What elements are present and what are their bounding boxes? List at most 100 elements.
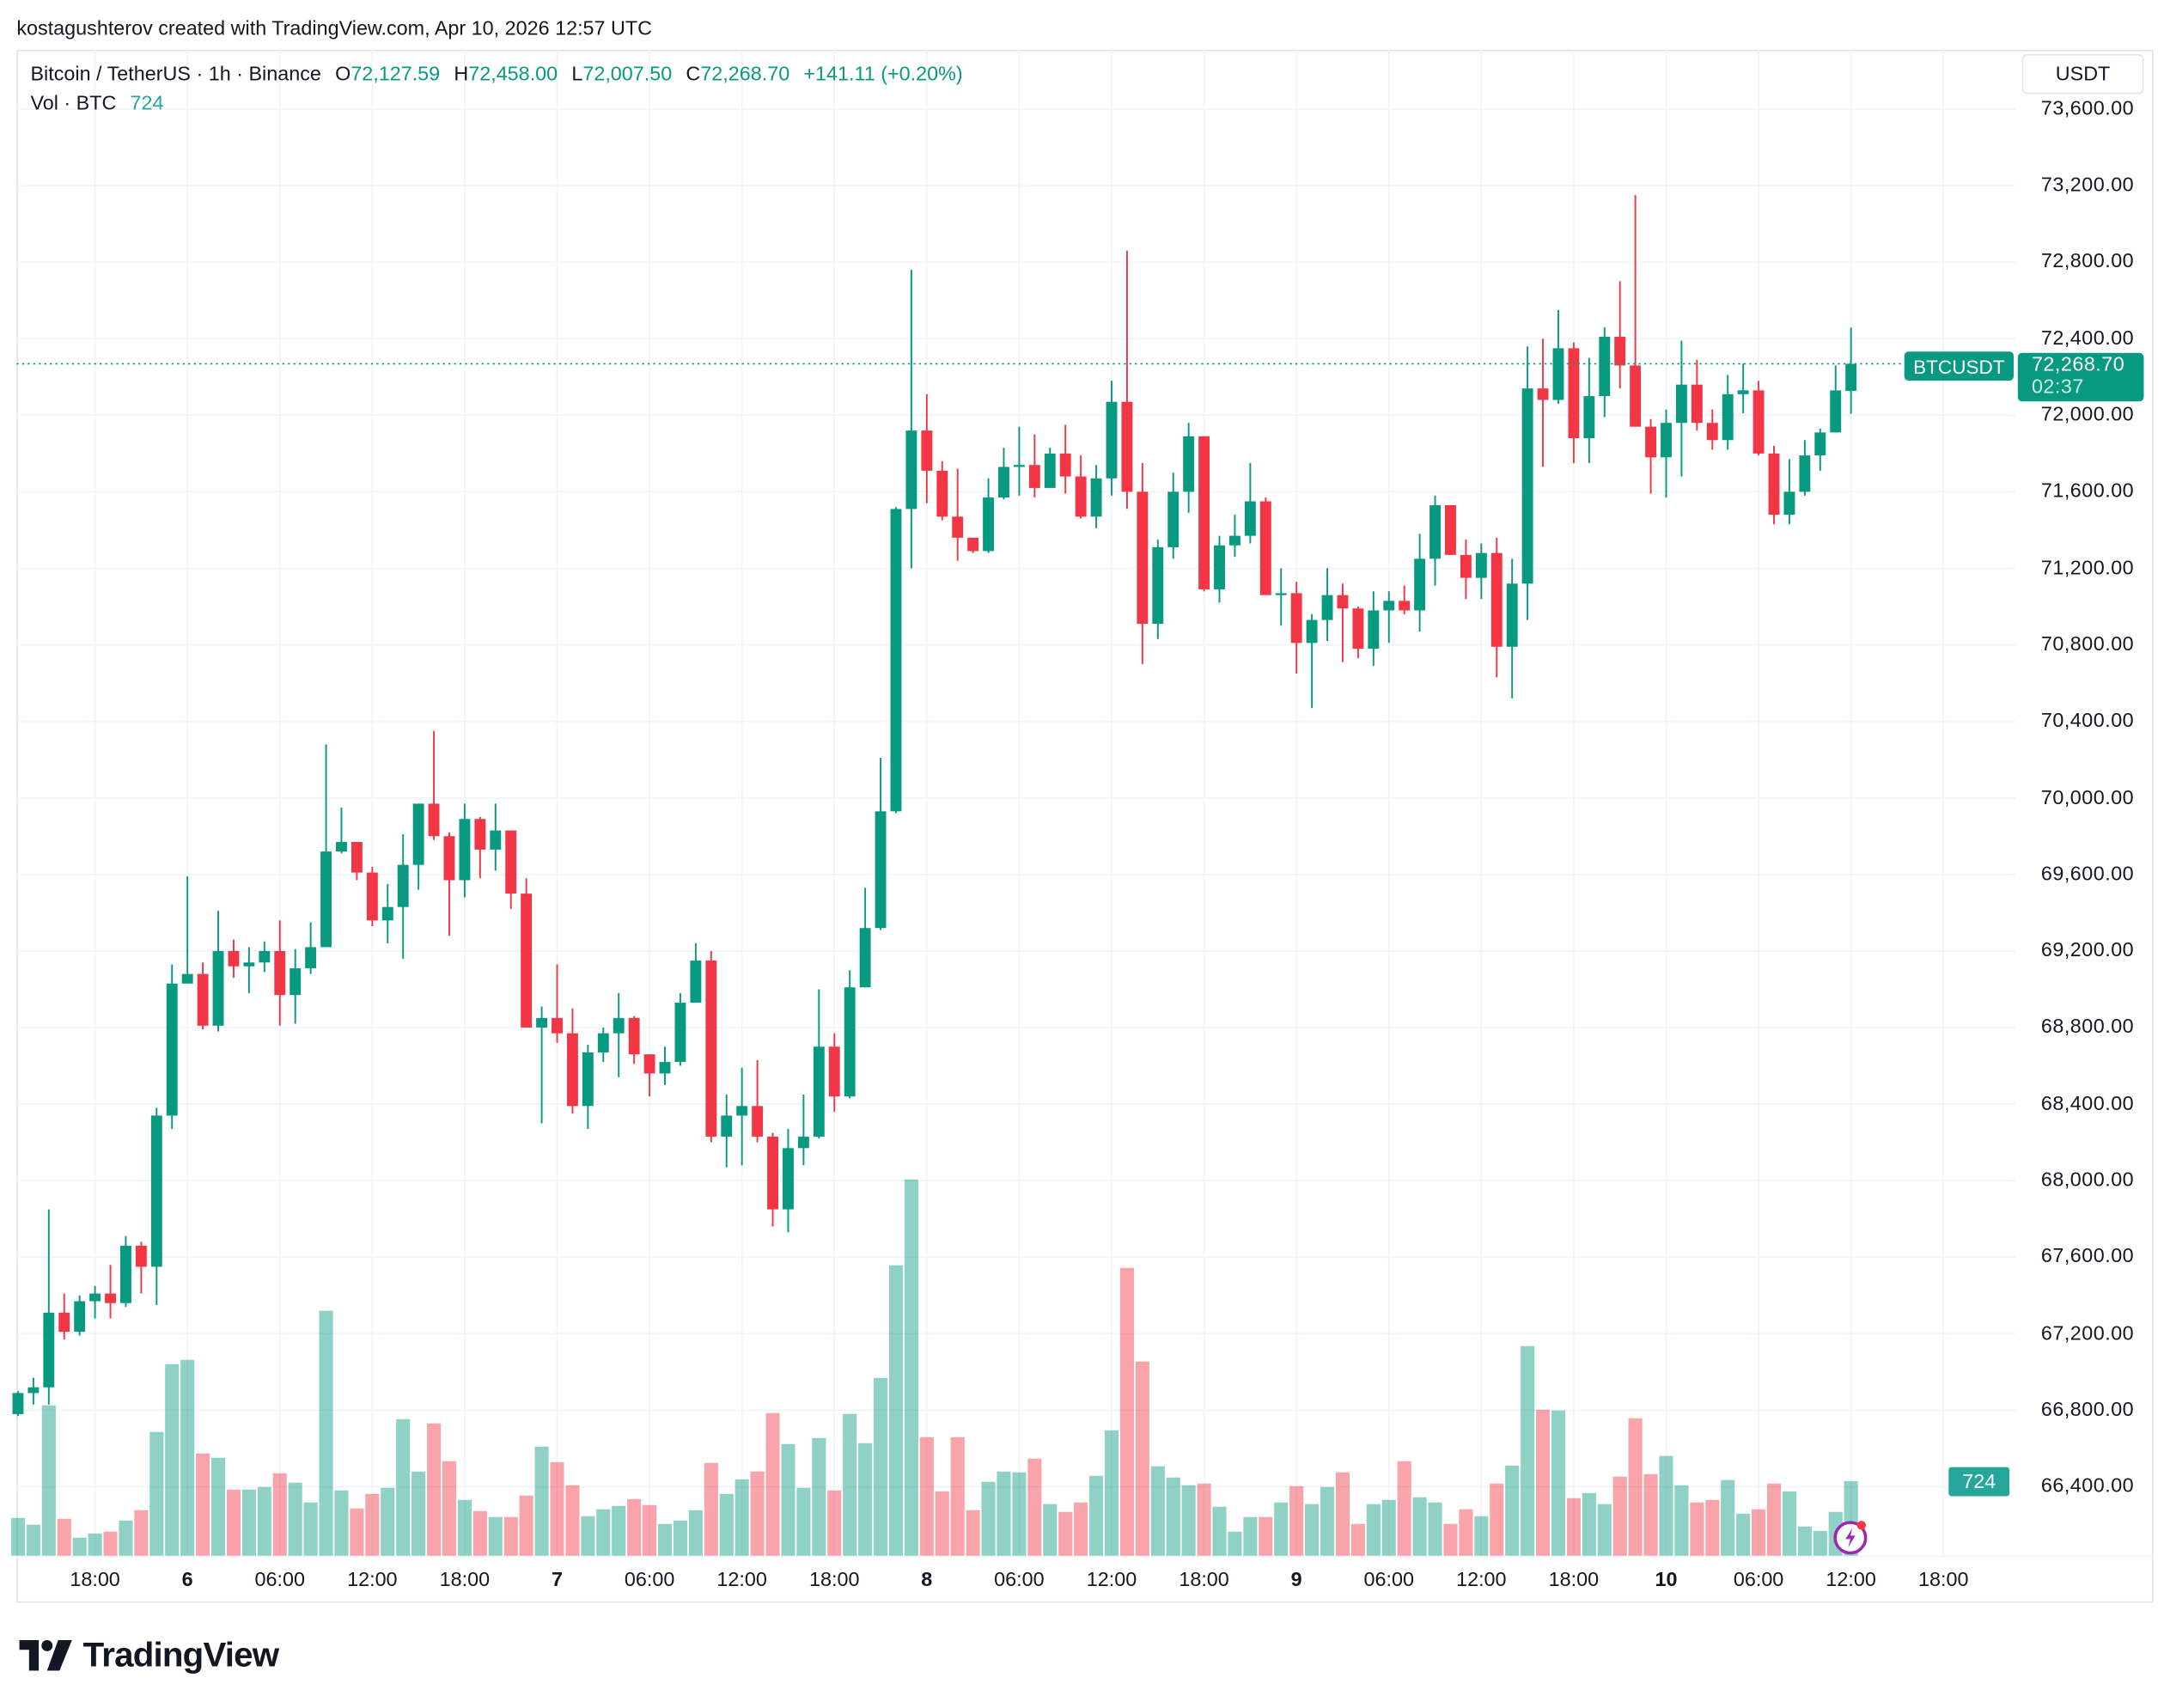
candle <box>674 992 686 1066</box>
volume-bar <box>1166 1477 1180 1556</box>
volume-bar <box>1397 1461 1411 1556</box>
time-tick-label: 18:00 <box>1918 1569 1969 1592</box>
volume-bar <box>442 1461 457 1556</box>
volume-bar <box>1721 1479 1735 1556</box>
time-tick-label: 9 <box>1290 1569 1302 1592</box>
candle-body <box>1198 436 1210 589</box>
volume-bar <box>226 1489 241 1556</box>
last-price-value: 72,268.70 <box>2031 354 2125 377</box>
candle <box>1137 462 1149 664</box>
candle-body <box>1661 423 1672 458</box>
candle <box>705 950 717 1143</box>
time-tick-label: 18:00 <box>808 1569 860 1592</box>
volume-label[interactable]: Vol · BTC <box>30 92 117 115</box>
candle-body <box>243 962 255 967</box>
candle <box>428 730 440 840</box>
volume-bar <box>41 1405 56 1556</box>
volume-bar <box>858 1443 873 1556</box>
tradingview-logo-icon <box>19 1640 72 1671</box>
candle-body <box>366 872 378 921</box>
candle <box>259 941 271 973</box>
candle-body <box>1090 478 1102 517</box>
price-tick-label: 67,200.00 <box>2040 1322 2135 1345</box>
candlesticks <box>12 195 1857 1417</box>
candle-body <box>1414 558 1426 611</box>
volume-bar <box>581 1516 595 1556</box>
candle <box>1275 568 1287 626</box>
candle-body <box>628 1017 640 1055</box>
candle <box>212 911 224 1032</box>
candle-body <box>166 983 178 1116</box>
candle-body <box>875 811 887 929</box>
candle-body <box>1475 552 1487 578</box>
volume-bar <box>381 1487 395 1556</box>
candle-body <box>1552 348 1564 400</box>
candle-body <box>690 961 702 1003</box>
currency-button[interactable]: USDT <box>2021 53 2144 95</box>
volume-bar <box>843 1413 857 1556</box>
volume-bar <box>1582 1492 1596 1556</box>
candle-body <box>1244 501 1256 536</box>
volume-bar <box>1074 1502 1088 1556</box>
time-tick-label: 12:00 <box>1826 1569 1876 1592</box>
volume-bar <box>873 1377 888 1556</box>
price-tick-label: 73,200.00 <box>2040 174 2135 197</box>
volume-bar <box>627 1498 642 1556</box>
candle <box>1399 585 1411 614</box>
volume-bars <box>10 1179 1858 1556</box>
open-value: 72,127.59 <box>350 64 441 86</box>
candle <box>905 270 917 569</box>
candle <box>643 1054 655 1097</box>
candle-body <box>736 1106 748 1116</box>
candle-body <box>505 830 517 894</box>
candle-body <box>181 973 193 984</box>
candle <box>459 803 471 898</box>
lightning-icon[interactable] <box>1831 1517 1869 1556</box>
candle-body <box>1814 432 1826 456</box>
candle-body <box>43 1312 55 1388</box>
candle <box>628 1016 640 1064</box>
volume-bar <box>1104 1430 1119 1556</box>
candle-body <box>290 967 302 996</box>
volume-bar <box>1012 1472 1027 1556</box>
volume-bar <box>1551 1410 1566 1556</box>
volume-bar <box>565 1485 580 1556</box>
candle <box>1568 342 1580 463</box>
candle <box>1706 409 1718 450</box>
volume-bar <box>1089 1475 1104 1556</box>
time-tick-label: 6 <box>181 1569 193 1592</box>
candle <box>366 866 378 926</box>
volume-bar <box>812 1437 826 1556</box>
symbol-legend[interactable]: Bitcoin / TetherUS · 1h · Binance O72,12… <box>30 64 962 86</box>
symbol-description[interactable]: Bitcoin / TetherUS · 1h · Binance <box>30 64 321 86</box>
time-tick-label: 18:00 <box>439 1569 491 1592</box>
low-value: 72,007.50 <box>582 64 673 86</box>
candle-body <box>89 1293 101 1302</box>
candle <box>859 888 871 988</box>
candle-body <box>998 467 1009 498</box>
candle <box>1814 428 1826 471</box>
candle-body <box>813 1046 825 1137</box>
candle <box>1799 440 1811 496</box>
candle <box>1583 357 1595 463</box>
candle-body <box>1383 601 1395 611</box>
volume-bar <box>1674 1485 1689 1556</box>
tradingview-logo[interactable]: TradingView <box>19 1635 279 1674</box>
candle <box>936 461 948 521</box>
time-tick-label: 06:00 <box>1733 1569 1784 1592</box>
volume-legend[interactable]: Vol · BTC 724 <box>30 93 163 115</box>
candle-body <box>1352 608 1364 650</box>
candle-body <box>613 1017 625 1034</box>
candle-body <box>212 950 224 1026</box>
candle <box>58 1293 70 1340</box>
volume-bar <box>688 1510 703 1556</box>
candle-body <box>1583 396 1595 439</box>
candle <box>875 757 887 930</box>
time-tick-label: 18:00 <box>70 1569 120 1592</box>
candle-body <box>1568 348 1580 439</box>
volume-bar <box>134 1510 149 1556</box>
price-tick-label: 66,400.00 <box>2040 1475 2135 1498</box>
volume-bar <box>1628 1418 1643 1556</box>
candle-body <box>1645 426 1657 458</box>
